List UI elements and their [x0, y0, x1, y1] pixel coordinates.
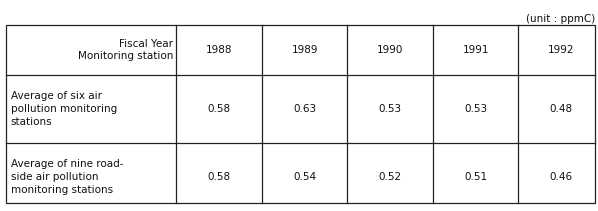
Text: 1992: 1992 — [548, 45, 575, 55]
Text: Fiscal Year
Monitoring station: Fiscal Year Monitoring station — [78, 39, 173, 61]
Text: 0.53: 0.53 — [464, 104, 487, 114]
Text: 1991: 1991 — [462, 45, 489, 55]
Text: 0.58: 0.58 — [208, 172, 231, 182]
Text: 0.48: 0.48 — [550, 104, 573, 114]
Text: 1990: 1990 — [377, 45, 404, 55]
Text: 0.53: 0.53 — [379, 104, 402, 114]
Text: Average of six air
pollution monitoring
stations: Average of six air pollution monitoring … — [11, 91, 117, 127]
Text: 1988: 1988 — [206, 45, 233, 55]
Text: 0.46: 0.46 — [550, 172, 573, 182]
Text: Average of nine road-
side air pollution
monitoring stations: Average of nine road- side air pollution… — [11, 159, 123, 195]
Text: 0.58: 0.58 — [208, 104, 231, 114]
Text: 0.52: 0.52 — [379, 172, 402, 182]
Text: 0.51: 0.51 — [464, 172, 487, 182]
Text: 0.63: 0.63 — [293, 104, 316, 114]
Text: 1989: 1989 — [291, 45, 318, 55]
Text: (unit : ppmC): (unit : ppmC) — [526, 14, 595, 24]
Text: 0.54: 0.54 — [293, 172, 316, 182]
